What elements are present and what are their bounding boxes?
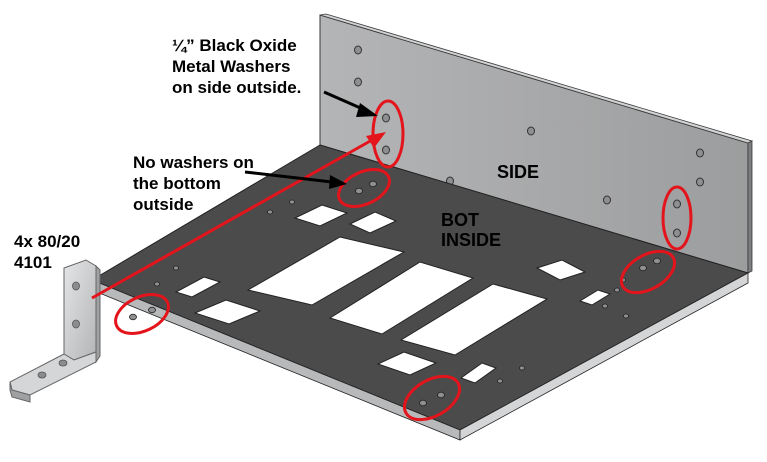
bot-label-line-1: BOT — [441, 210, 479, 230]
washers-note: ¼” Black Oxide Metal Washers on side out… — [172, 35, 301, 98]
highlight-bottom-front — [403, 374, 461, 422]
part-number-note: 4x 80/20 4101 — [14, 231, 80, 273]
part-number-line-2: 4101 — [14, 253, 52, 272]
black-arrow-washers — [323, 90, 378, 117]
washers-note-line-2: Metal Washers — [172, 57, 291, 76]
washers-note-line-1: ¼” Black Oxide — [172, 36, 297, 55]
bottom-plate — [90, 144, 750, 441]
highlight-bottom-back — [337, 168, 391, 208]
side-label: SIDE — [497, 162, 540, 182]
no-washers-note-line-1: No washers on — [133, 153, 254, 172]
washers-note-line-3: on side outside. — [172, 78, 302, 97]
bot-label-line-2: INSIDE — [441, 230, 502, 250]
highlight-bottom-right — [619, 249, 677, 295]
no-washers-note: No washers on the bottom outside — [133, 152, 254, 215]
highlight-bottom-front-left — [114, 293, 170, 335]
no-washers-note-line-3: outside — [133, 195, 194, 214]
side-panel — [319, 13, 754, 274]
red-arrow — [91, 132, 386, 300]
highlight-side-washers-left — [371, 99, 405, 169]
bot-inside-label: BOT INSIDE — [441, 210, 501, 250]
part-number-line-1: 4x 80/20 — [14, 232, 81, 251]
no-washers-note-line-2: the bottom — [133, 174, 221, 193]
corner-bracket — [9, 259, 101, 403]
black-arrow-bottom — [244, 170, 347, 189]
highlight-side-right — [661, 185, 693, 251]
